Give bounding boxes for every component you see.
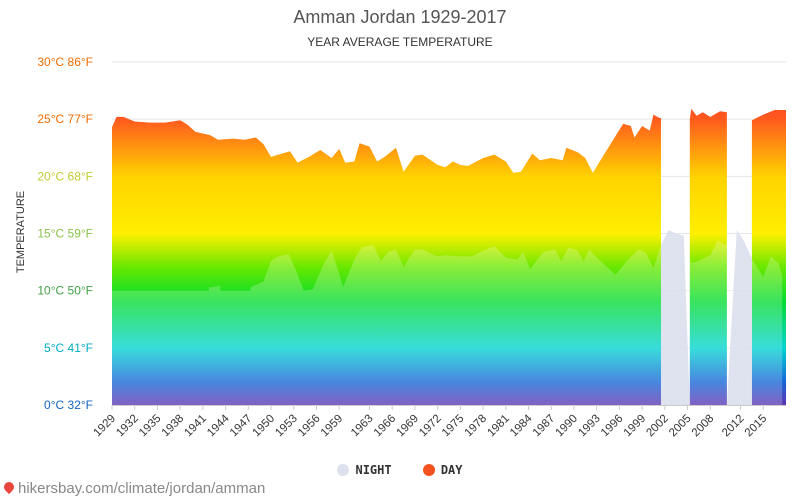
source-link[interactable]: hikersbay.com/climate/jordan/amman — [1, 479, 266, 497]
y-tick-label-2: 10°C 50°F — [37, 284, 93, 298]
x-tick-label-19: 1987 — [531, 413, 558, 440]
legend-night-marker — [337, 464, 350, 476]
day-area — [112, 114, 661, 405]
y-tick-label-0: 0°C 32°F — [44, 398, 93, 412]
x-tick-label-2: 1935 — [137, 413, 164, 440]
chart-title: Amman Jordan 1929-2017 — [293, 7, 507, 27]
x-tick-label-9: 1956 — [296, 413, 323, 440]
x-tick-label-7: 1950 — [251, 413, 278, 440]
x-tick-label-25: 2005 — [667, 413, 694, 440]
x-tick-label-23: 1999 — [622, 413, 649, 440]
y-tick-label-6: 30°C 86°F — [37, 55, 93, 69]
x-tick-label-8: 1953 — [273, 413, 300, 440]
x-tick-label-27: 2012 — [720, 413, 747, 440]
x-tick-label-17: 1981 — [485, 413, 512, 440]
y-tick-label-5: 25°C 77°F — [37, 112, 93, 126]
x-tick-label-10: 1959 — [319, 413, 346, 440]
x-tick-label-3: 1938 — [160, 413, 187, 440]
x-tick-label-15: 1975 — [440, 413, 467, 440]
legend-night-label: NIGHT — [355, 463, 392, 477]
y-tick-label-3: 15°C 59°F — [37, 227, 93, 241]
temperature-chart: 0°C 32°F 5°C 41°F 10°C 50°F 15°C 59°F 20°C 6… — [37, 55, 786, 440]
x-tick-label-24: 2002 — [644, 413, 671, 440]
legend-day-label: DAY — [440, 463, 463, 477]
x-tick-label-6: 1947 — [228, 413, 255, 440]
x-tick-label-5: 1944 — [205, 412, 232, 439]
night-gap-area-2 — [726, 230, 752, 405]
x-tick-label-28: 2015 — [743, 413, 770, 440]
legend-day-marker — [422, 464, 435, 476]
day-area-segment-1 — [689, 108, 727, 406]
y-tick-label-1: 5°C 41°F — [44, 341, 93, 355]
x-tick-label-16: 1978 — [463, 413, 490, 440]
map-pin-icon — [1, 479, 17, 495]
x-tick-label-21: 1993 — [576, 413, 603, 440]
x-tick-label-18: 1984 — [508, 412, 535, 439]
chart-subtitle: YEAR AVERAGE TEMPERATURE — [307, 35, 493, 49]
x-tick-label-14: 1972 — [417, 413, 444, 440]
x-tick-label-12: 1966 — [372, 413, 399, 440]
x-tick-label-20: 1990 — [553, 413, 580, 440]
x-tick-label-0: 1929 — [92, 413, 119, 440]
x-tick-label-22: 1996 — [599, 413, 626, 440]
day-area-segment-2 — [751, 110, 786, 405]
x-tick-label-4: 1941 — [182, 413, 209, 440]
legend-item-night[interactable]: NIGHT — [337, 463, 392, 477]
night-area — [112, 230, 783, 405]
x-tick-label-13: 1969 — [394, 413, 421, 440]
chart-legend: NIGHT DAY — [0, 463, 800, 477]
x-tick-label-1: 1932 — [114, 413, 141, 440]
x-tick-label-26: 2008 — [690, 413, 717, 440]
legend-item-day[interactable]: DAY — [422, 463, 463, 477]
source-text: hikersbay.com/climate/jordan/amman — [18, 480, 266, 497]
x-tick-label-11: 1963 — [349, 413, 376, 440]
night-gap-area-1 — [661, 230, 690, 405]
y-tick-label-4: 20°C 68°F — [37, 169, 93, 183]
